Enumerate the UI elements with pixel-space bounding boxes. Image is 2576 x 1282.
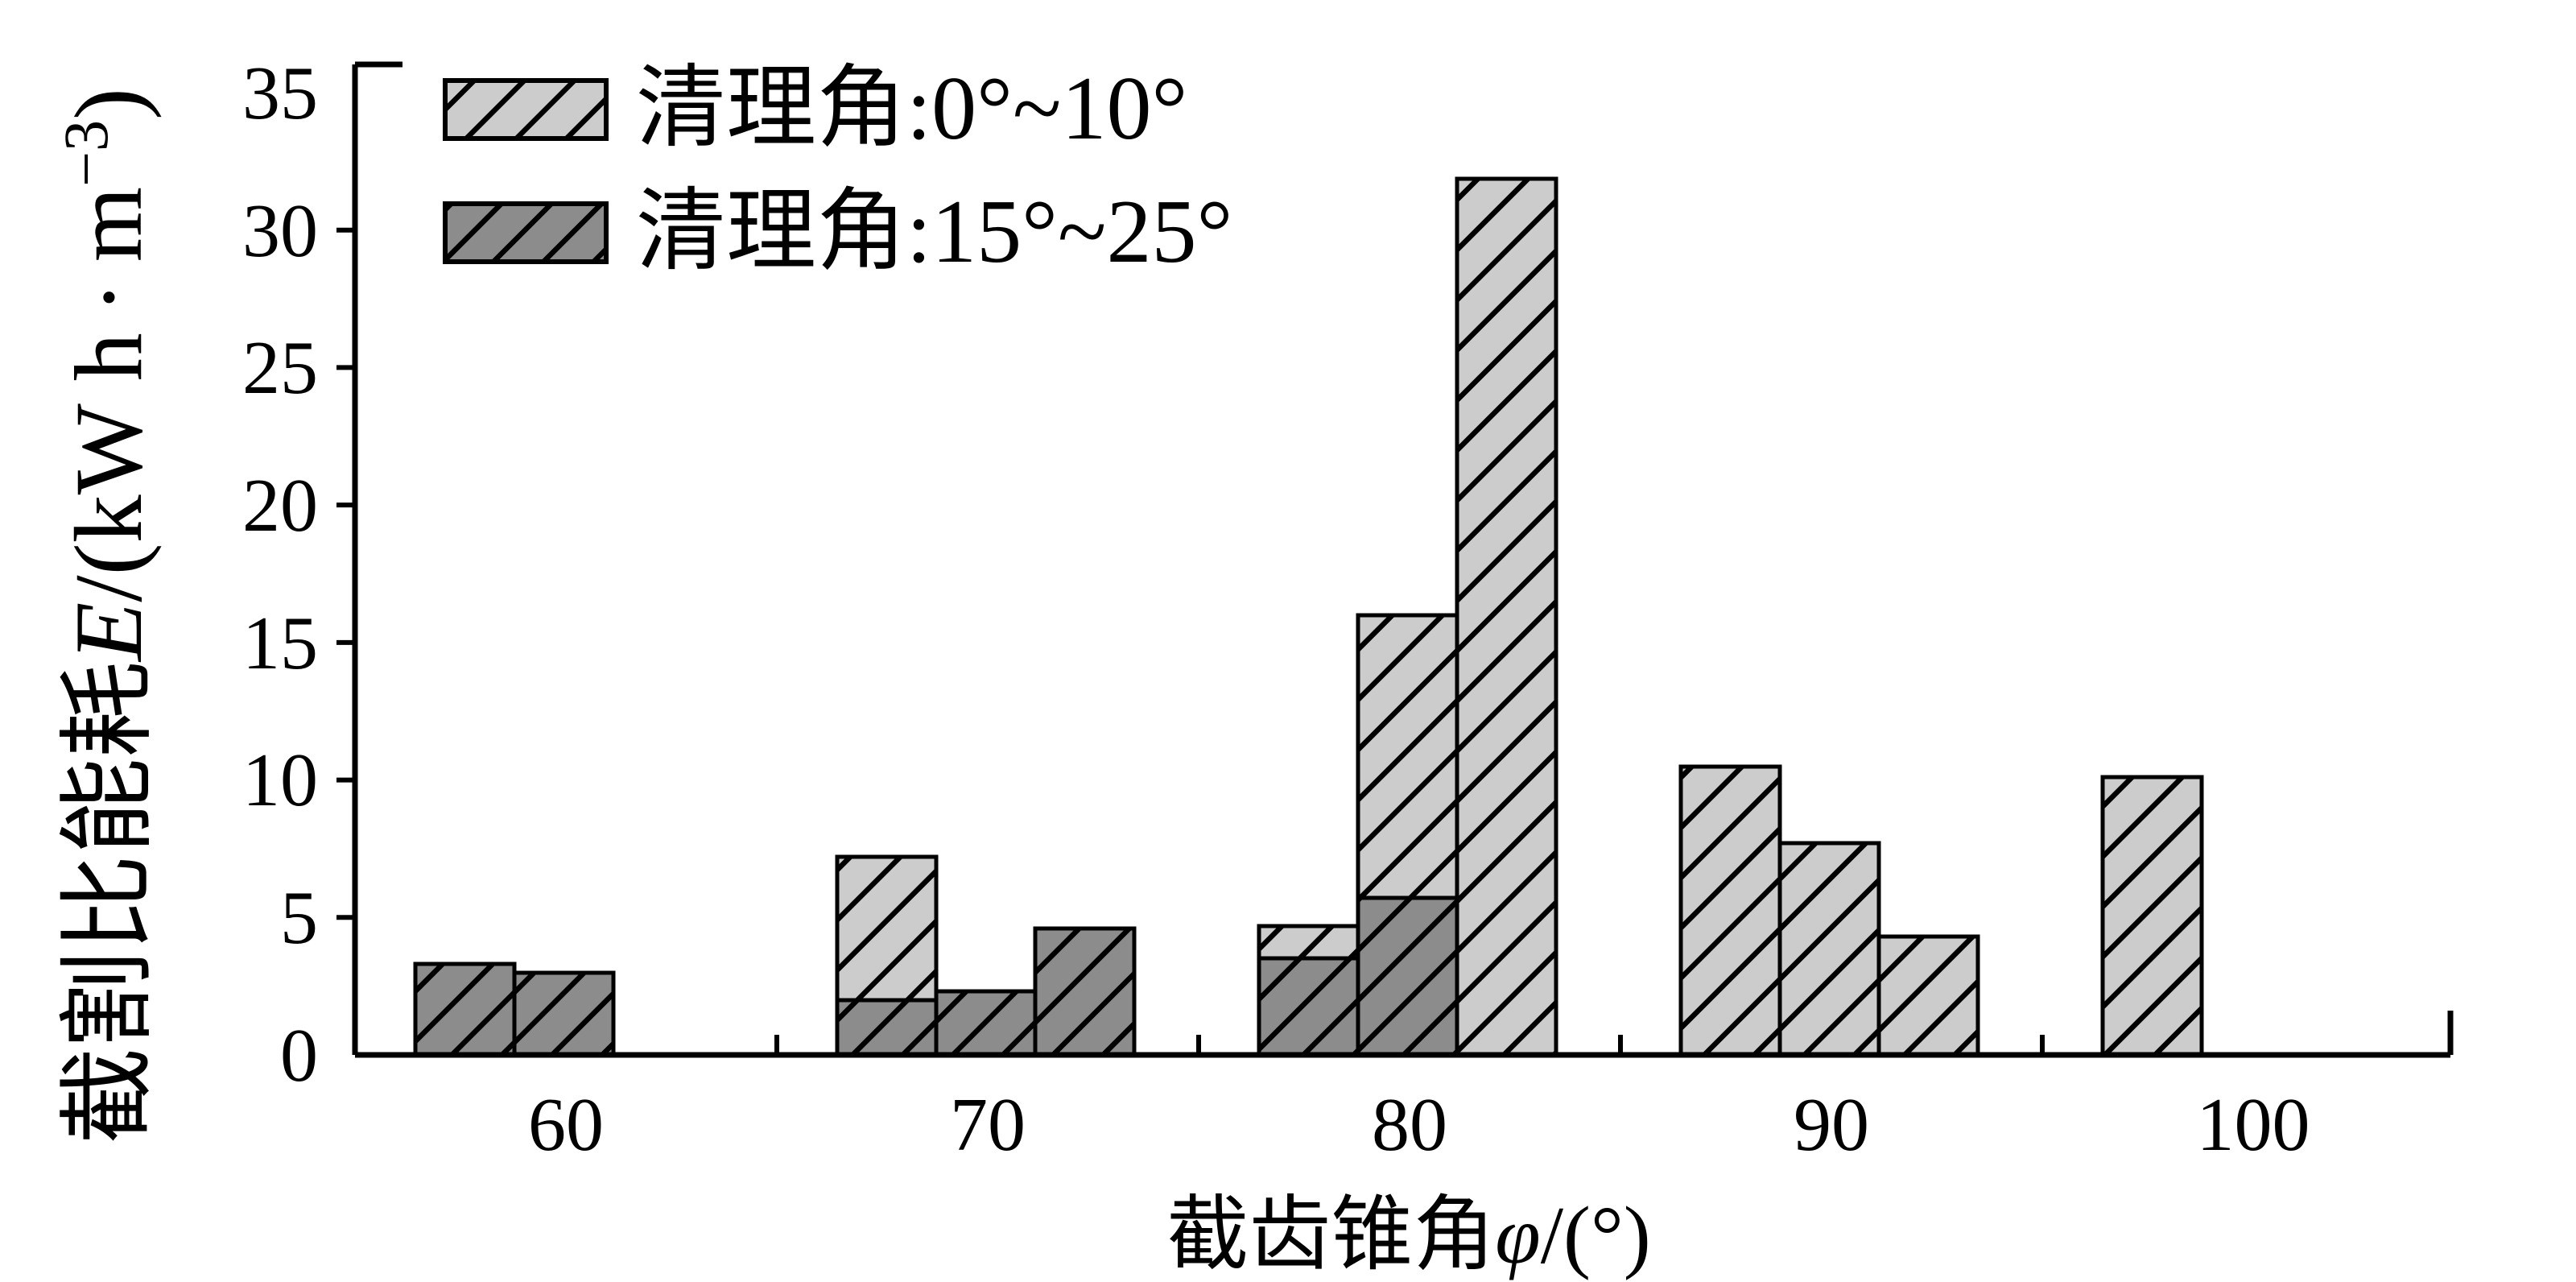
svg-text:20: 20 (242, 464, 318, 548)
svg-text:0: 0 (280, 1014, 318, 1098)
svg-text:25: 25 (242, 326, 318, 410)
svg-text:30: 30 (242, 189, 318, 273)
svg-text:35: 35 (242, 52, 318, 135)
svg-text:截齿锥角φ/(°): 截齿锥角φ/(°) (1166, 1190, 1651, 1281)
svg-text:70: 70 (950, 1083, 1026, 1167)
svg-text:截割比能耗E/(kW h · m−3): 截割比能耗E/(kW h · m−3) (51, 88, 162, 1144)
svg-text:60: 60 (528, 1083, 604, 1167)
svg-text:10: 10 (242, 738, 318, 822)
svg-text:清理角:15°~25°: 清理角:15°~25° (636, 182, 1232, 282)
svg-text:15: 15 (242, 602, 318, 685)
svg-text:5: 5 (280, 876, 318, 960)
svg-text:90: 90 (1794, 1083, 1869, 1167)
svg-text:80: 80 (1372, 1083, 1447, 1167)
svg-text:100: 100 (2197, 1083, 2310, 1167)
svg-text:清理角:0°~10°: 清理角:0°~10° (636, 59, 1187, 159)
